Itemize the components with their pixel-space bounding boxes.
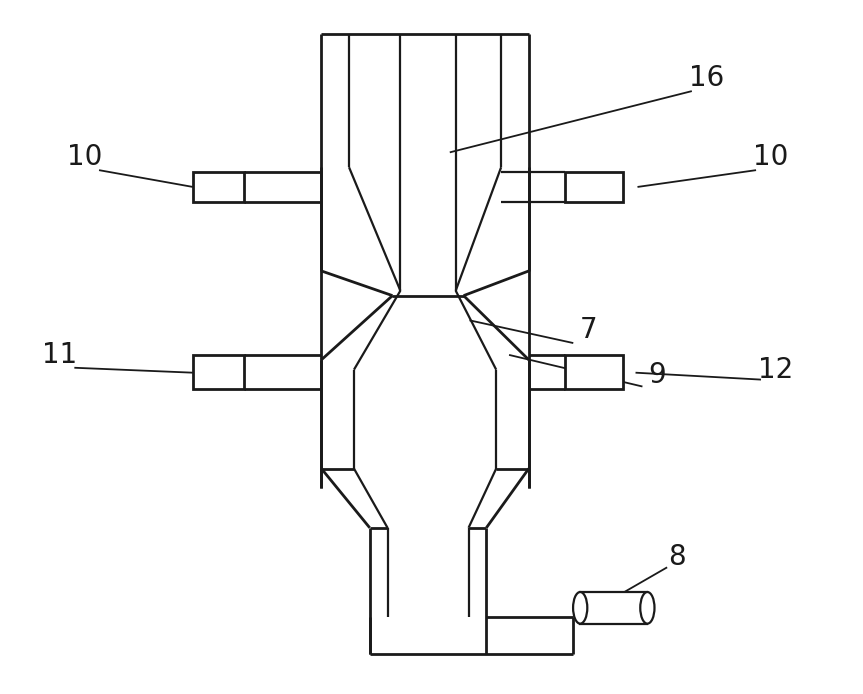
Bar	[565, 172, 623, 202]
Bar	[193, 355, 244, 389]
Text: 9: 9	[648, 361, 666, 389]
Text: 10: 10	[753, 143, 789, 171]
Text: 11: 11	[42, 341, 77, 369]
Text: 7: 7	[579, 316, 597, 344]
Ellipse shape	[640, 592, 654, 624]
Bar	[565, 355, 623, 389]
Bar	[193, 172, 244, 202]
Text: 10: 10	[66, 143, 102, 171]
Ellipse shape	[573, 592, 588, 624]
Bar	[580, 592, 647, 624]
Text: 12: 12	[759, 356, 793, 384]
Text: 8: 8	[668, 543, 686, 571]
Text: 16: 16	[689, 65, 724, 92]
